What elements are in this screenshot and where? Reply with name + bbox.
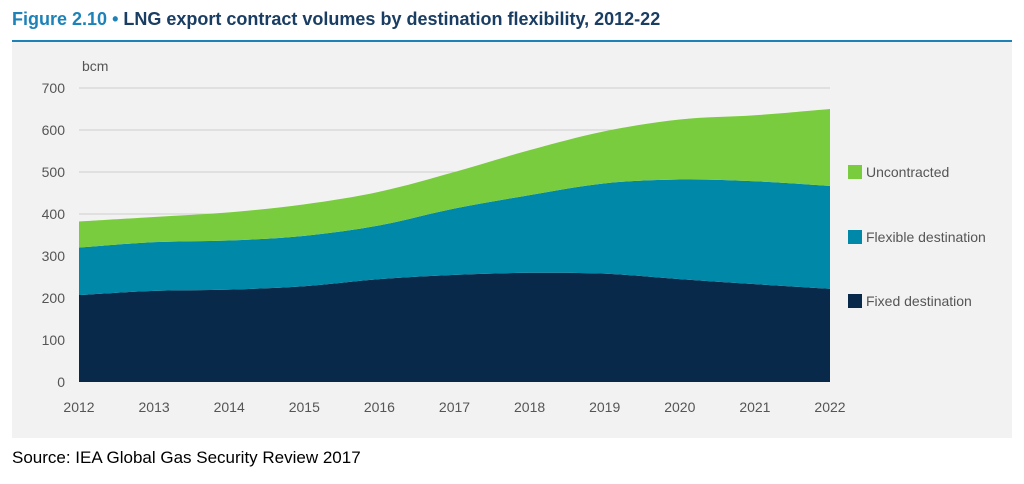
chart-panel: 0 100 200 300 400 500 600 700 bcm 2012 2013 2014 201… bbox=[12, 42, 1012, 438]
legend-label-flexible-destination: Flexible destination bbox=[866, 229, 986, 245]
x-tick-label: 2017 bbox=[439, 399, 470, 415]
y-tick-label: 600 bbox=[42, 122, 66, 138]
y-tick-label: 500 bbox=[42, 164, 66, 180]
source-note: Source: IEA Global Gas Security Review 2… bbox=[12, 448, 361, 467]
x-tick-label: 2016 bbox=[364, 399, 395, 415]
x-tick-label: 2014 bbox=[214, 399, 245, 415]
y-tick-label: 200 bbox=[42, 290, 66, 306]
y-tick-label: 100 bbox=[42, 332, 66, 348]
x-tick-label: 2013 bbox=[139, 399, 170, 415]
figure-number: Figure 2.10 bbox=[12, 9, 108, 29]
figure-title: Figure 2.10 • LNG export contract volume… bbox=[12, 9, 660, 30]
y-tick-label: 0 bbox=[57, 374, 65, 390]
x-tick-label: 2021 bbox=[739, 399, 770, 415]
area-uncontracted bbox=[79, 109, 830, 248]
area-fixed-destination bbox=[79, 272, 830, 382]
x-tick-label: 2012 bbox=[63, 399, 94, 415]
x-tick-label: 2019 bbox=[589, 399, 620, 415]
x-tick-label: 2022 bbox=[814, 399, 845, 415]
title-rule bbox=[12, 40, 1012, 42]
x-tick-label: 2018 bbox=[514, 399, 545, 415]
legend-label-fixed-destination: Fixed destination bbox=[866, 293, 972, 309]
legend-swatch-uncontracted bbox=[848, 165, 862, 179]
figure-bullet: • bbox=[112, 9, 119, 29]
figure-title-text: LNG export contract volumes by destinati… bbox=[123, 9, 661, 29]
x-tick-label: 2020 bbox=[664, 399, 695, 415]
y-tick-label: 700 bbox=[42, 80, 66, 96]
y-tick-label: 300 bbox=[42, 248, 66, 264]
legend-swatch-flexible-destination bbox=[848, 230, 862, 244]
area-flexible-destination bbox=[79, 179, 830, 296]
legend-swatch-fixed-destination bbox=[848, 294, 862, 308]
x-tick-label: 2015 bbox=[289, 399, 320, 415]
y-axis-label: bcm bbox=[82, 58, 108, 74]
chart: 0 100 200 300 400 500 600 700 bcm 2012 2013 2014 201… bbox=[42, 58, 986, 415]
legend-label-uncontracted: Uncontracted bbox=[866, 164, 949, 180]
y-tick-label: 400 bbox=[42, 206, 66, 222]
